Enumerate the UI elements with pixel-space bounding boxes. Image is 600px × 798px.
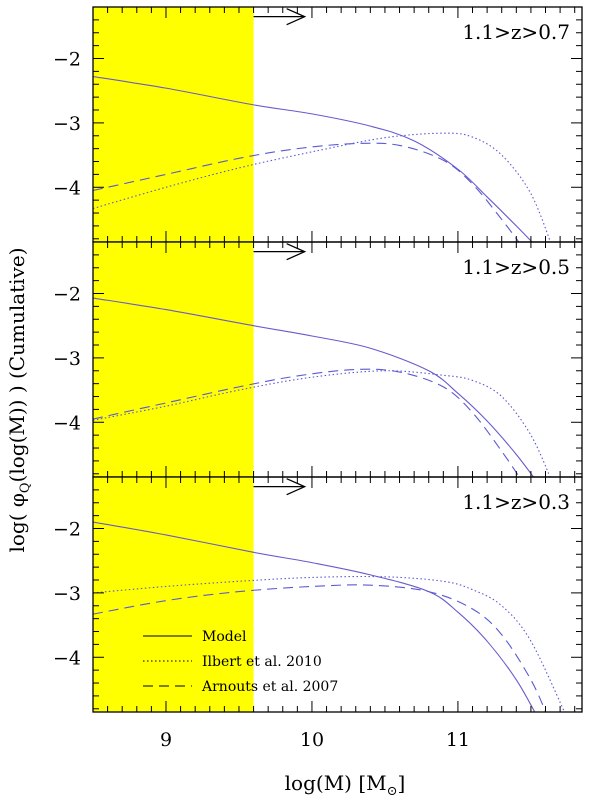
series-line-arnouts-et-al-2007: [93, 584, 547, 712]
y-axis-title: log( φQ(log(M)) ) (Cumulative): [5, 247, 33, 552]
series-line-model: [93, 75, 533, 242]
series-line-model: [93, 521, 536, 712]
chart-panels: −2 −3 −4 1.1>z>0.7 −2 −3 −4 1.1>z>0.5 −2 −3 −4 1.1>…: [53, 6, 583, 751]
legend: Model Ilbert et al. 2010 Arnouts et al. 20…: [143, 629, 338, 695]
arrow-icon: [253, 8, 307, 26]
highlight-band: [93, 242, 254, 477]
series-line-arnouts-et-al-2007: [93, 142, 520, 242]
series-line-ilbert-et-al-2010: [93, 575, 566, 712]
series-line-model: [93, 297, 535, 477]
panel-label: 1.1>z>0.3: [462, 490, 570, 514]
y-tick-label: −2: [53, 284, 81, 306]
series-line-ilbert-et-al-2010: [93, 370, 551, 477]
legend-label: Ilbert et al. 2010: [202, 654, 322, 670]
legend-label: Model: [202, 629, 247, 645]
highlight-band: [93, 7, 254, 242]
panel-1: −2 −3 −4 1.1>z>0.7: [53, 6, 583, 243]
x-tick-label: 9: [160, 729, 172, 751]
series-group: [93, 297, 551, 477]
y-tick-label: −3: [53, 348, 81, 370]
y-tick-label: −4: [53, 412, 81, 434]
y-tick-label: −3: [53, 583, 81, 605]
y-tick-label: −4: [53, 647, 81, 669]
x-tick-label: 11: [446, 729, 470, 751]
plot-frame: [92, 476, 583, 713]
series-line-ilbert-et-al-2010: [93, 132, 551, 242]
series-group: [93, 75, 551, 242]
panel-3: −2 −3 −4 1.1>z>0.3 9 10 11 Model Ilbert et al. 2…: [53, 476, 583, 751]
panel-label: 1.1>z>0.5: [462, 255, 570, 279]
legend-label: Arnouts et al. 2007: [201, 679, 338, 695]
panel-label: 1.1>z>0.7: [462, 20, 570, 44]
x-axis-title: log(M) [M⊙]: [285, 771, 406, 798]
y-tick-label: −2: [53, 49, 81, 71]
highlight-band: [93, 477, 254, 712]
y-tick-label: −4: [53, 177, 81, 199]
series-group: [93, 521, 566, 712]
series-line-arnouts-et-al-2007: [93, 368, 520, 477]
panel-2: −2 −3 −4 1.1>z>0.5: [53, 241, 583, 478]
y-tick-label: −2: [53, 519, 81, 541]
arrow-icon: [253, 478, 307, 496]
y-tick-label: −3: [53, 113, 81, 135]
arrow-icon: [253, 243, 307, 261]
x-tick-label: 10: [300, 729, 324, 751]
